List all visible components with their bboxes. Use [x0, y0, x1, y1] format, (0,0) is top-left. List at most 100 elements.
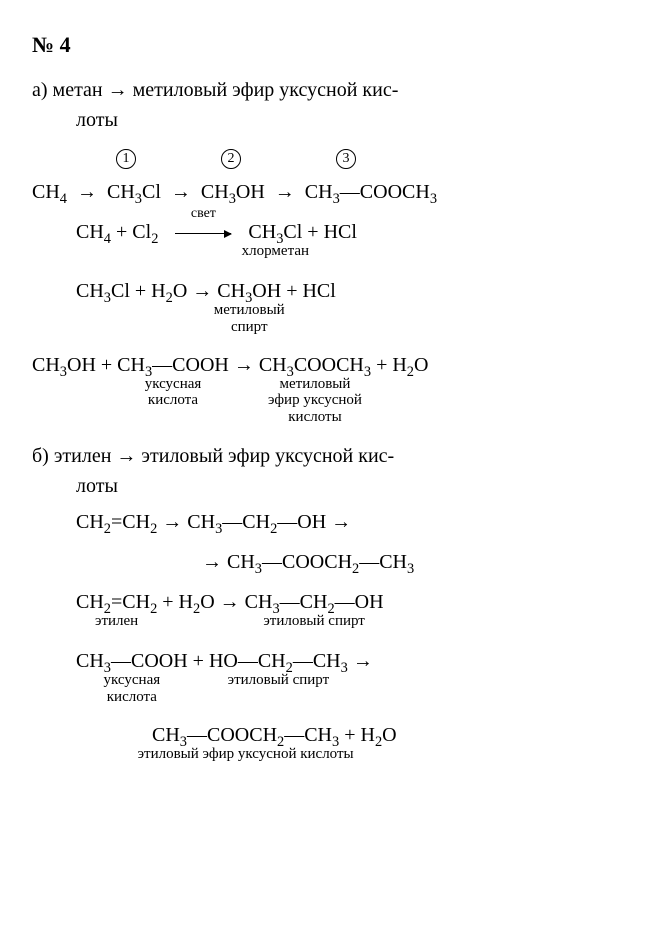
s: 3 — [135, 191, 142, 207]
step-numbers-row: 1 2 3 — [32, 141, 638, 171]
f: → — [202, 551, 227, 573]
f: Cl — [142, 181, 161, 203]
f: CH — [76, 511, 104, 533]
part-b-reaction-1: CH2=CH2этилен + H2O → CH3—CH2—OHэтиловый… — [32, 587, 638, 621]
part-b-reaction-3: CH3—COOCH2—CH3этиловый эфир уксусной кис… — [32, 720, 638, 754]
f: → — [157, 511, 187, 533]
labeled-formula: CH2=CH2этилен — [76, 591, 157, 613]
f: + HCl — [302, 221, 357, 243]
f: CH — [305, 181, 333, 203]
f: + H — [371, 354, 407, 376]
f: CH — [32, 354, 60, 376]
f: =CH — [111, 591, 150, 613]
f: —CH — [359, 551, 407, 573]
t: метиловый — [280, 376, 351, 392]
condition-label: свет — [191, 203, 216, 224]
f: + H — [130, 280, 166, 302]
f: —COOCH — [187, 724, 277, 746]
s: 3 — [364, 364, 371, 380]
f: CH — [32, 181, 60, 203]
f: CH — [259, 354, 287, 376]
s: 3 — [255, 561, 262, 577]
s: 4 — [104, 231, 111, 247]
f: O — [414, 354, 428, 376]
part-a-title: а) метан → метиловый эфир уксусной кис- … — [32, 75, 638, 135]
f: + H — [339, 724, 375, 746]
part-b-scheme-2: → CH3—COOCH2—CH3 — [32, 547, 638, 581]
f: —CH — [284, 724, 332, 746]
step-2-icon: 2 — [221, 149, 241, 169]
labeled-formula: CH3Clхлорметан — [248, 221, 302, 243]
t: кислоты — [288, 409, 341, 425]
part-b-text-2: лоты — [32, 475, 118, 497]
t: уксусная — [145, 376, 202, 392]
part-b-title: б) этилен → этиловый эфир уксусной кис- … — [32, 441, 638, 501]
part-a-reaction-3: CH 3 OH + CH3—COOHуксуснаякислота → CH3COO… — [32, 350, 638, 384]
f: HO—CH — [209, 650, 286, 672]
s: 2 — [151, 231, 158, 247]
f: + H — [157, 591, 193, 613]
problem-number: № 4 — [32, 28, 638, 61]
compound-label: этилен — [95, 613, 138, 630]
t: кислота — [148, 392, 198, 408]
f: O → — [200, 591, 244, 613]
part-a-scheme: CH4 → CH3Cl → CH3OH → CH3—COOCH3 — [32, 177, 638, 211]
labeled-formula: CH3—COOHуксуснаякислота — [76, 650, 188, 672]
s: 4 — [60, 191, 67, 207]
f: —CH — [280, 591, 328, 613]
f: + — [188, 650, 209, 672]
compound-label: уксуснаякислота — [104, 672, 161, 705]
f: CH — [76, 650, 104, 672]
labeled-formula: CH3OHметиловыйспирт — [217, 280, 281, 302]
t: кислота — [107, 689, 157, 705]
compound-label: хлорметан — [242, 243, 309, 260]
f: CH — [107, 181, 135, 203]
f: + — [111, 221, 132, 243]
part-a-text-1: а) метан → метиловый эфир уксусной кис- — [32, 79, 398, 101]
labeled-formula: CH3COOCH3метиловыйэфир уксуснойкислоты — [259, 354, 371, 376]
f: CH — [76, 221, 104, 243]
compound-label: этиловый эфир уксусной кислоты — [138, 746, 354, 763]
s: 3 — [229, 191, 236, 207]
f: CH — [248, 221, 276, 243]
s: 2 — [104, 521, 111, 537]
f: —CH — [293, 650, 341, 672]
t: метиловый — [214, 302, 285, 318]
f: O — [382, 724, 396, 746]
compound-label: этиловый спирт — [263, 613, 365, 630]
f: Cl — [283, 221, 302, 243]
compound-label: метиловыйэфир уксуснойкислоты — [268, 376, 362, 426]
f: CH — [227, 551, 255, 573]
f: CH — [76, 280, 104, 302]
labeled-formula: CH3—COOHуксуснаякислота — [117, 354, 229, 376]
f: —OH — [335, 591, 384, 613]
f: OH — [252, 280, 281, 302]
f: OH — [67, 354, 96, 376]
s: 3 — [333, 191, 340, 207]
f: CH — [117, 354, 145, 376]
s: 2 — [166, 290, 173, 306]
f: OH — [236, 181, 265, 203]
compound-label: этиловый спирт — [228, 672, 330, 689]
f: —COOH — [111, 650, 188, 672]
f: + — [96, 354, 117, 376]
part-b-scheme-1: CH2=CH2 → CH3—CH2—OH → — [32, 507, 638, 541]
labeled-formula: CH3—COOCH2—CH3этиловый эфир уксусной кис… — [152, 724, 339, 746]
f: CH — [76, 591, 104, 613]
compound-label: метиловыйспирт — [214, 302, 285, 335]
step-1-icon: 1 — [116, 149, 136, 169]
f: → — [348, 650, 373, 672]
labeled-formula: HO—CH2—CH3этиловый спирт — [209, 650, 348, 672]
f: → — [229, 354, 259, 376]
f: CH — [217, 280, 245, 302]
f: O → — [173, 280, 217, 302]
part-b-text-1: б) этилен → этиловый эфир уксусной кис- — [32, 445, 394, 467]
f: —CH — [222, 511, 270, 533]
f: —COOH — [152, 354, 229, 376]
t: спирт — [231, 319, 268, 335]
t: эфир уксусной — [268, 392, 362, 408]
f: CH — [187, 511, 215, 533]
f: —OH — [277, 511, 326, 533]
labeled-formula: CH3—CH2—OHэтиловый спирт — [245, 591, 384, 613]
s: 2 — [407, 364, 414, 380]
